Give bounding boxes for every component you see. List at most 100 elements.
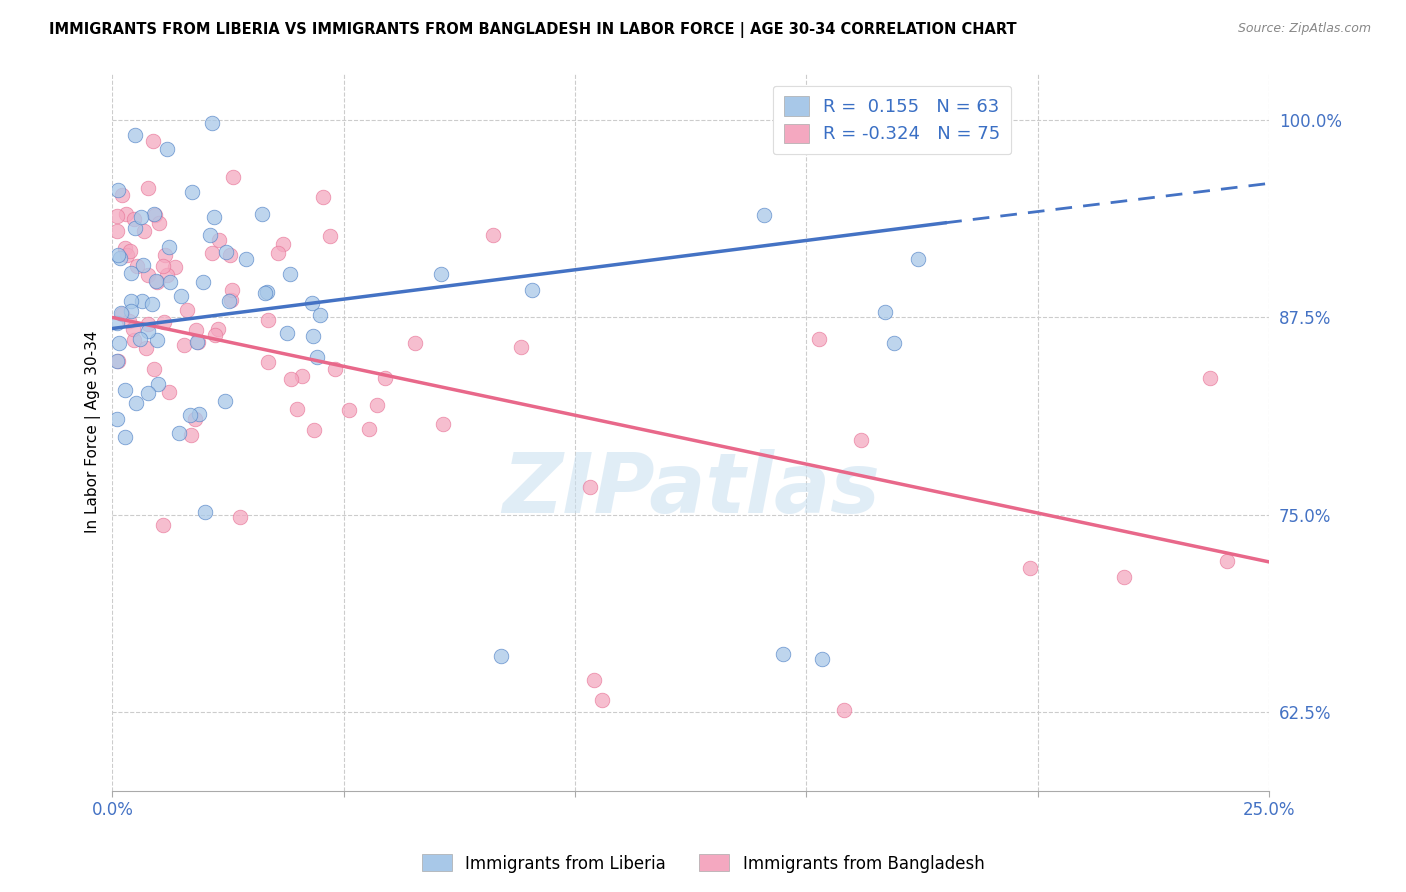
Point bbox=[309, 308, 332, 322]
Point bbox=[169, 289, 191, 303]
Point bbox=[156, 268, 179, 282]
Point bbox=[221, 293, 243, 308]
Point bbox=[184, 323, 207, 337]
Point bbox=[366, 398, 388, 412]
Text: ZIPatlas: ZIPatlas bbox=[502, 449, 880, 530]
Point bbox=[591, 692, 613, 706]
Point bbox=[772, 647, 794, 661]
Point bbox=[207, 322, 229, 336]
Point bbox=[204, 210, 226, 224]
Point bbox=[111, 307, 134, 321]
Point bbox=[152, 315, 174, 329]
Point bbox=[194, 505, 217, 519]
Legend: Immigrants from Liberia, Immigrants from Bangladesh: Immigrants from Liberia, Immigrants from… bbox=[415, 847, 991, 880]
Point bbox=[276, 326, 298, 340]
Point bbox=[120, 304, 142, 318]
Point bbox=[357, 422, 380, 436]
Point bbox=[191, 275, 214, 289]
Point bbox=[152, 518, 174, 533]
Point bbox=[136, 325, 159, 339]
Point bbox=[883, 335, 905, 350]
Point bbox=[105, 316, 128, 330]
Point bbox=[114, 241, 136, 255]
Point bbox=[176, 302, 198, 317]
Point bbox=[579, 480, 602, 494]
Point bbox=[105, 225, 128, 239]
Point bbox=[107, 354, 129, 368]
Point bbox=[143, 207, 166, 221]
Point bbox=[404, 336, 426, 351]
Point bbox=[752, 209, 775, 223]
Point bbox=[285, 402, 308, 417]
Point bbox=[302, 423, 325, 437]
Point bbox=[132, 258, 155, 272]
Point bbox=[141, 297, 163, 311]
Point bbox=[118, 244, 141, 258]
Point bbox=[143, 208, 166, 222]
Point bbox=[201, 246, 224, 260]
Point bbox=[229, 510, 252, 524]
Point bbox=[142, 134, 165, 148]
Point bbox=[135, 342, 157, 356]
Point bbox=[180, 185, 202, 199]
Point bbox=[110, 188, 132, 202]
Point bbox=[256, 313, 278, 327]
Point bbox=[811, 652, 834, 666]
Point bbox=[153, 248, 176, 262]
Point bbox=[127, 260, 149, 274]
Point bbox=[157, 240, 180, 254]
Point bbox=[136, 268, 159, 282]
Point bbox=[159, 276, 181, 290]
Point bbox=[131, 294, 153, 309]
Point bbox=[278, 267, 301, 281]
Point bbox=[120, 293, 142, 308]
Point bbox=[115, 247, 138, 261]
Point bbox=[114, 430, 136, 444]
Point bbox=[146, 275, 169, 289]
Point bbox=[222, 169, 245, 184]
Point bbox=[482, 227, 505, 242]
Point bbox=[125, 396, 148, 410]
Point bbox=[1018, 560, 1040, 574]
Point bbox=[145, 274, 167, 288]
Point bbox=[509, 339, 531, 353]
Point bbox=[122, 333, 145, 347]
Point bbox=[583, 673, 606, 688]
Point bbox=[291, 368, 314, 383]
Point bbox=[184, 412, 207, 426]
Legend: R =  0.155   N = 63, R = -0.324   N = 75: R = 0.155 N = 63, R = -0.324 N = 75 bbox=[773, 86, 1011, 154]
Point bbox=[280, 372, 302, 386]
Point bbox=[319, 229, 342, 244]
Point bbox=[152, 259, 174, 273]
Point bbox=[124, 221, 146, 235]
Point bbox=[136, 181, 159, 195]
Point bbox=[124, 211, 146, 226]
Point bbox=[128, 332, 150, 346]
Point bbox=[105, 412, 128, 426]
Point bbox=[134, 224, 156, 238]
Point bbox=[520, 284, 543, 298]
Point bbox=[221, 283, 243, 297]
Point bbox=[337, 403, 360, 417]
Point bbox=[323, 362, 346, 376]
Point bbox=[257, 355, 280, 369]
Point bbox=[157, 385, 180, 400]
Text: Source: ZipAtlas.com: Source: ZipAtlas.com bbox=[1237, 22, 1371, 36]
Point bbox=[146, 377, 169, 392]
Point bbox=[146, 334, 169, 348]
Point bbox=[312, 190, 335, 204]
Point bbox=[121, 322, 143, 336]
Point bbox=[273, 237, 295, 252]
Point bbox=[301, 296, 323, 310]
Point bbox=[235, 252, 257, 266]
Point bbox=[808, 331, 831, 345]
Point bbox=[250, 207, 273, 221]
Point bbox=[136, 317, 159, 331]
Point bbox=[1216, 554, 1239, 568]
Point bbox=[432, 417, 454, 431]
Point bbox=[834, 702, 856, 716]
Point bbox=[208, 233, 231, 247]
Point bbox=[267, 246, 290, 260]
Point bbox=[129, 211, 152, 225]
Point bbox=[215, 244, 238, 259]
